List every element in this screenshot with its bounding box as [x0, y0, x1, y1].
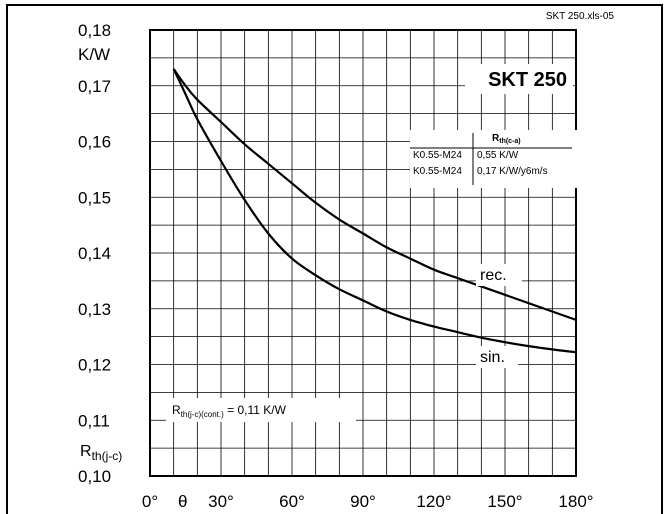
table-header: Rth(c-a)	[492, 133, 521, 145]
annotation-rth-cont: Rth(j-c)(cont.) = 0,11 K/W	[172, 403, 287, 419]
series-line-rec	[172, 68, 577, 321]
x-tick-label: 30°	[208, 492, 234, 511]
y-axis-label: Rth(j-c)	[80, 443, 122, 463]
table-row-1-value: 0,55 K/W	[477, 150, 519, 161]
x-tick-label: 180°	[558, 492, 593, 511]
table-row-1-name: K0.55-M24	[413, 150, 462, 161]
x-tick-label: 0°	[142, 492, 158, 511]
title-background	[465, 64, 573, 94]
x-tick-labels: 0° 30° 60° 90° 120° 150° 180°	[142, 492, 594, 511]
series-line-sin	[172, 68, 577, 354]
x-tick-label: 150°	[487, 492, 522, 511]
plot-area	[149, 29, 577, 477]
grid	[150, 30, 576, 476]
series-label-sin: sin.	[480, 349, 505, 366]
y-tick-label: 0,16	[78, 133, 111, 152]
y-tick-label: 0,11	[78, 411, 110, 430]
y-tick-label: 0,12	[78, 356, 111, 375]
series-label-rec: rec.	[480, 267, 507, 284]
y-tick-label: 0,13	[78, 300, 111, 319]
chart-title: SKT 250	[488, 69, 567, 91]
rth-ca-table: Rth(c-a) K0.55-M24 0,55 K/W K0.55-M24 0,…	[410, 130, 580, 188]
table-row-2-name: K0.55-M24	[413, 166, 462, 177]
series-lines	[172, 68, 577, 354]
x-tick-label: 90°	[350, 492, 376, 511]
file-reference: SKT 250.xls-05	[546, 11, 615, 22]
frame-border	[6, 4, 663, 514]
y-tick-label: 0,18	[78, 21, 111, 40]
y-tick-label: 0,14	[78, 244, 111, 263]
label-sin-background	[476, 346, 518, 368]
y-tick-label: 0,10	[78, 467, 111, 486]
x-tick-label: 60°	[279, 492, 305, 511]
label-rec-background	[476, 264, 522, 286]
annotation-background	[166, 398, 356, 422]
y-tick-label: 0,17	[78, 77, 111, 96]
table-row-2-value: 0,17 K/W/y6m/s	[477, 166, 548, 177]
x-tick-label: 120°	[416, 492, 451, 511]
y-tick-label: 0,15	[78, 188, 111, 207]
x-unit-symbol: θ	[178, 492, 187, 511]
y-tick-labels: 0,10 0,11 0,12 0,13 0,14 0,15 0,16 0,17 0,18	[78, 21, 111, 486]
y-unit-label: K/W	[78, 45, 110, 64]
